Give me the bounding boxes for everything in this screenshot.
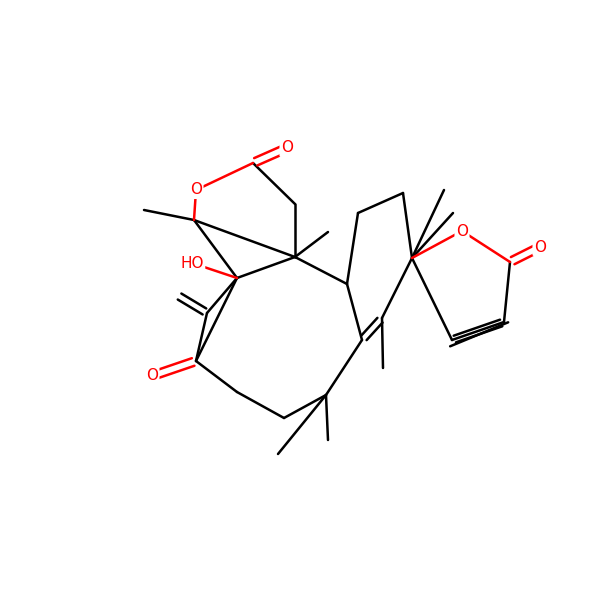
Text: O: O <box>456 223 468 238</box>
Text: O: O <box>534 239 546 254</box>
Text: O: O <box>146 368 158 383</box>
Text: HO: HO <box>180 256 204 271</box>
Text: O: O <box>281 140 293 155</box>
Text: O: O <box>190 182 202 197</box>
